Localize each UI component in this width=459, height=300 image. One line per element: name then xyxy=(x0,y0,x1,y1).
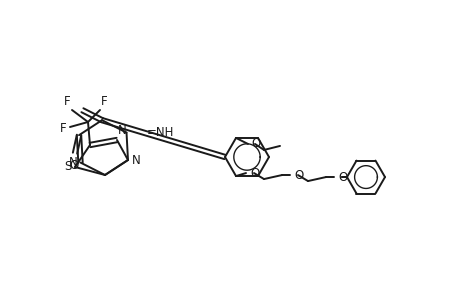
Text: O: O xyxy=(249,167,259,180)
Text: N: N xyxy=(118,124,127,137)
Text: =NH: =NH xyxy=(146,126,174,139)
Text: S: S xyxy=(64,160,72,173)
Text: N: N xyxy=(68,156,77,169)
Text: O: O xyxy=(69,159,78,172)
Text: F: F xyxy=(101,95,107,108)
Text: F: F xyxy=(64,95,71,108)
Text: O: O xyxy=(251,137,260,150)
Text: O: O xyxy=(337,171,347,184)
Text: F: F xyxy=(60,122,67,134)
Text: N: N xyxy=(132,154,140,166)
Text: O: O xyxy=(293,169,302,182)
